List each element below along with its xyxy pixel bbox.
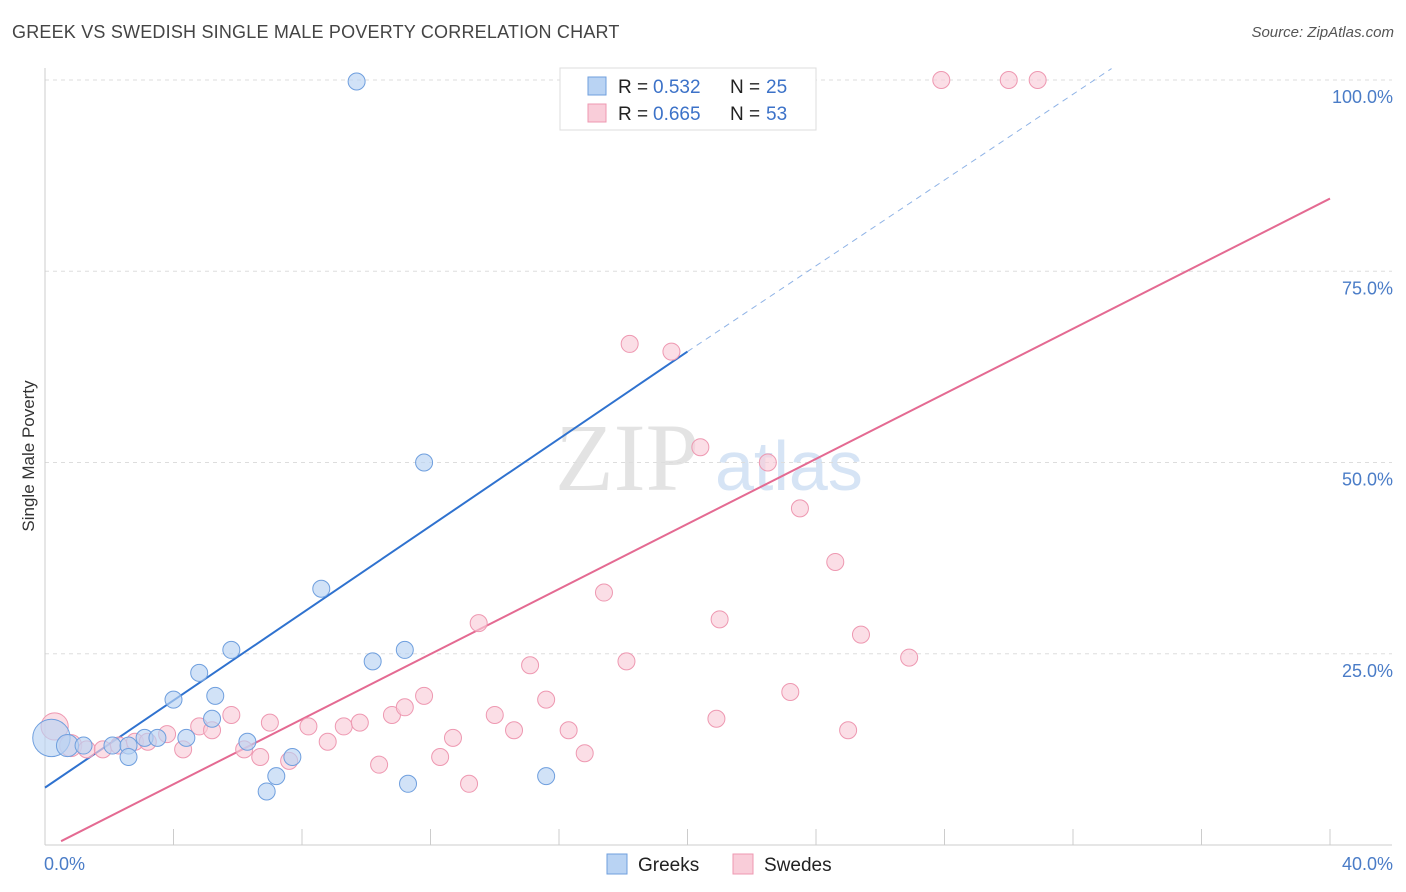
swedes-point <box>691 438 710 457</box>
y-axis-label: Single Male Poverty <box>19 380 38 532</box>
swedes-point <box>781 683 800 701</box>
legend-swedes-r-value: 0.665 <box>653 104 701 125</box>
greeks-trend-extension <box>687 68 1112 352</box>
greeks-point <box>415 453 434 472</box>
swedes-point <box>505 721 524 740</box>
legend-swedes-n-value: 53 <box>766 104 787 125</box>
greeks-point <box>395 640 414 659</box>
swedes-point <box>260 713 279 732</box>
swedes-point <box>999 71 1018 89</box>
swedes-point <box>851 625 870 644</box>
watermark-zip: ZIP <box>555 404 699 511</box>
swedes-point <box>415 686 434 705</box>
watermark-atlas: atlas <box>715 427 863 505</box>
swedes-point <box>575 744 594 763</box>
swedes-point <box>370 755 389 774</box>
swedes-point <box>559 721 578 740</box>
swedes-point <box>900 648 919 667</box>
legend-bottom-greeks-label: Greeks <box>638 855 699 876</box>
greeks-point <box>363 652 382 671</box>
legend-bottom: Greeks Swedes <box>606 853 832 876</box>
swedes-point <box>932 71 951 89</box>
y-tick-label: 50.0% <box>1342 470 1393 490</box>
legend-bottom-greeks-swatch <box>606 853 628 875</box>
swedes-point <box>431 748 450 767</box>
legend-bottom-swedes-label: Swedes <box>764 855 832 876</box>
greeks-point <box>74 736 93 755</box>
axes <box>44 68 1392 846</box>
greeks-point <box>399 774 418 793</box>
swedes-point <box>537 690 556 709</box>
greeks-point <box>238 732 257 751</box>
legend-swedes-r-label: R = <box>618 104 648 125</box>
greeks-point <box>257 782 276 801</box>
x-tick-label: 0.0% <box>44 854 85 874</box>
swedes-point <box>299 717 318 736</box>
legend-greeks-n-label: N = <box>730 77 760 98</box>
swedes-point <box>469 614 488 633</box>
y-tick-label: 75.0% <box>1342 278 1393 298</box>
greeks-point <box>103 736 122 755</box>
legend-top: R = 0.532 N = 25 R = 0.665 N = 53 <box>559 67 817 131</box>
swedes-point <box>460 774 479 793</box>
swedes-point <box>617 652 636 671</box>
greeks-point <box>206 686 225 705</box>
swedes-point <box>251 748 270 767</box>
swedes-point <box>1028 71 1047 89</box>
greeks-point <box>148 728 167 747</box>
gridlines <box>45 79 1392 655</box>
swedes-point <box>222 705 241 724</box>
swedes-point <box>707 709 726 728</box>
swedes-point <box>594 583 613 602</box>
swedes-point <box>758 453 777 472</box>
swedes-point <box>620 334 639 353</box>
swedes-point <box>521 656 540 675</box>
swedes-point <box>790 499 809 518</box>
source-label: Source: ZipAtlas.com <box>1251 24 1394 41</box>
greeks-point <box>347 72 366 91</box>
swedes-point <box>839 721 858 740</box>
legend-greeks-swatch <box>587 76 607 96</box>
legend-swedes-n-label: N = <box>730 104 760 125</box>
greeks-point <box>177 728 196 747</box>
legend-bottom-swedes-swatch <box>732 853 754 875</box>
swedes-point <box>395 698 414 717</box>
swedes-point <box>334 717 353 736</box>
legend-swedes-swatch <box>587 103 607 123</box>
greeks-point <box>222 640 241 659</box>
legend-greeks-r-label: R = <box>618 77 648 98</box>
swedes-point <box>443 728 462 747</box>
swedes-point <box>350 713 369 732</box>
greeks-point <box>312 579 331 598</box>
swedes-point <box>662 342 681 361</box>
swedes-point <box>318 732 337 751</box>
y-tick-label: 100.0% <box>1332 87 1393 107</box>
watermark: ZIP atlas <box>555 404 863 511</box>
swedes-point <box>485 705 504 724</box>
greeks-point <box>164 690 183 709</box>
greeks-point <box>537 767 556 786</box>
y-tick-label: 25.0% <box>1342 661 1393 681</box>
data-points <box>32 71 1047 801</box>
x-tick-label: 40.0% <box>1342 854 1393 874</box>
trend-lines <box>44 68 1331 843</box>
swedes-trend-line <box>60 197 1331 843</box>
greeks-point <box>203 709 222 728</box>
greeks-point <box>283 748 302 767</box>
legend-greeks-n-value: 25 <box>766 77 787 98</box>
tick-labels: 25.0% 50.0% 75.0% 100.0% 0.0% 40.0% <box>44 87 1393 874</box>
greeks-point <box>267 767 286 786</box>
swedes-point <box>710 610 729 629</box>
greeks-trend-line <box>44 350 689 789</box>
greeks-point <box>119 748 138 767</box>
swedes-point <box>826 552 845 571</box>
greeks-point <box>190 663 209 682</box>
legend-greeks-r-value: 0.532 <box>653 77 701 98</box>
chart-title: GREEK VS SWEDISH SINGLE MALE POVERTY COR… <box>12 22 620 42</box>
